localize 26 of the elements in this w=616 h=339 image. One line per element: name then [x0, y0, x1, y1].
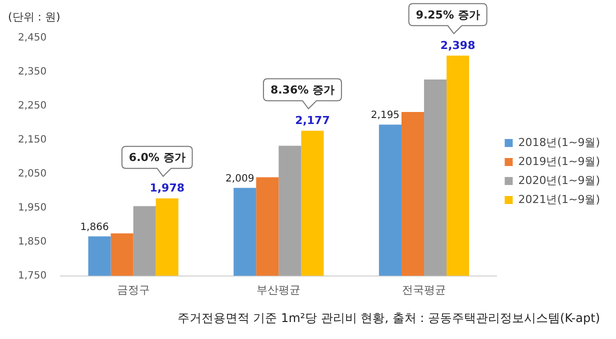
legend-label: 2019년(1~9월): [518, 154, 600, 168]
x-tick-label: 부산평균: [256, 283, 301, 296]
annotation: 6.0% 증가: [128, 151, 186, 164]
x-tick-label: 금정구: [116, 283, 150, 296]
y-tick-label: 2,450: [18, 32, 47, 44]
data-label: 1,866: [80, 222, 109, 233]
data-label: 2,009: [226, 173, 254, 184]
annotation: 8.36% 증가: [270, 84, 334, 97]
y-tick-label: 2,250: [18, 100, 47, 112]
y-tick-label: 1,950: [18, 202, 47, 214]
y-tick-label: 2,350: [18, 66, 47, 78]
y-tick-label: 2,050: [18, 168, 47, 180]
y-tick-label: 2,150: [18, 134, 47, 146]
text: 주거전용면적 기준 1m²당 관리비 현황, 출처 : 공동주택관리정보시스템(K-apt): [177, 311, 600, 325]
data-label: 2,177: [295, 114, 330, 128]
text: 9.25% 증가: [416, 8, 480, 22]
x-tick-label: 전국평균: [402, 283, 446, 296]
y-tick-label: 1,750: [18, 270, 47, 282]
legend-label: 2018년(1~9월): [518, 136, 600, 149]
data-label: 2,398: [440, 39, 476, 52]
y-axis-title: (단위 : 원): [8, 10, 60, 24]
legend-label: 2020년(1~9월): [518, 174, 600, 187]
y-tick-label: 1,850: [18, 236, 47, 248]
data-label: 2,195: [370, 110, 400, 122]
legend-label: 2021년(1~9월): [518, 192, 600, 206]
data-label: 1,978: [150, 182, 185, 195]
